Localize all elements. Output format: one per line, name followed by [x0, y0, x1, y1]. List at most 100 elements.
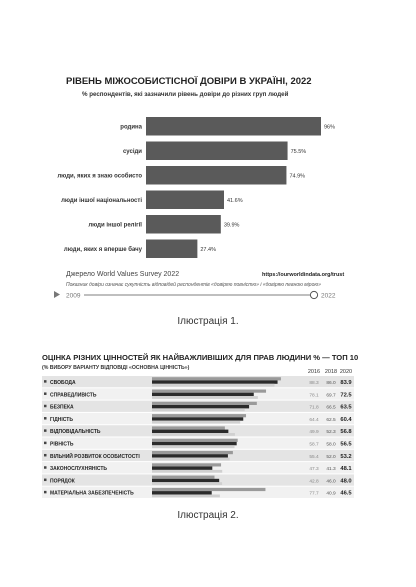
value-label-2016: 58.7	[309, 441, 319, 447]
bullet-icon	[44, 404, 47, 408]
bar-2020	[152, 396, 258, 399]
category-label: люди іншої національності	[61, 198, 142, 204]
category-label: сусіди	[123, 149, 142, 155]
site-link[interactable]: https://ourworldindata.org/trust	[262, 272, 344, 278]
bar-2018	[152, 466, 213, 470]
category-label: СВОБОДА	[50, 380, 76, 386]
category-label: МАТЕРІАЛЬНА ЗАБЕЗПЕЧЕНІСТЬ	[50, 491, 134, 497]
bar-2018	[152, 405, 250, 409]
value-label-2020: 63.5	[340, 405, 352, 411]
bar-2020	[152, 445, 235, 449]
bar-2018	[152, 478, 220, 483]
value-label-2020: 60.4	[340, 417, 352, 423]
category-label: ВІЛЬНИЙ РОЗВИТОК ОСОБИСТОСТІ	[50, 452, 140, 460]
value-label-2016: 49.9	[309, 429, 319, 435]
category-label: СПРАВЕДЛИВІСТЬ	[50, 392, 97, 398]
bullet-icon	[44, 466, 47, 469]
bar-2018	[152, 392, 254, 397]
value-label-2020: 48.0	[340, 478, 351, 484]
year-header: 2020	[340, 369, 352, 375]
value-label-2020: 72.5	[340, 392, 352, 398]
value-label-2016: 71.8	[309, 405, 319, 411]
value-label: 75.5%	[291, 149, 307, 155]
value-label-2018: 40.9	[326, 491, 336, 497]
category-label: РІВНІСТЬ	[50, 441, 74, 447]
chart2-subtitle: (% ВИБОРУ ВАРІАНТУ ВІДПОВІДІ «ОСНОВНА ЦІ…	[42, 365, 190, 371]
value-label-2020: 53.2	[340, 454, 351, 460]
value-label-2016: 77.7	[309, 491, 319, 497]
bar-2018	[152, 417, 244, 421]
chart2-title: ОЦІНКА РІЗНИХ ЦІННОСТЕЙ ЯК НАЙВАЖЛИВІШИХ…	[42, 353, 358, 362]
bar-2020	[152, 433, 235, 436]
value-label-2016: 47.3	[309, 466, 319, 472]
value-label-2018: 52.0	[326, 454, 336, 460]
value-label-2020: 56.5	[340, 441, 352, 447]
value-label-2018: 58.0	[326, 441, 336, 447]
category-label: люди, яких я вперше бачу	[64, 246, 143, 253]
bullet-icon	[44, 453, 47, 457]
value-label-2018: 86.0	[326, 380, 336, 386]
timeline-end: 2022	[321, 293, 336, 300]
bar	[146, 141, 288, 160]
bar-2018	[152, 429, 229, 433]
value-label-2018: 62.5	[326, 417, 336, 423]
chart1-title: РІВЕНЬ МІЖОСОБИСТІСНОЇ ДОВІРИ В УКРАЇНІ,…	[66, 76, 312, 87]
bullet-icon	[44, 478, 47, 482]
bullet-icon	[44, 429, 47, 432]
bar	[146, 190, 224, 209]
bullet-icon	[44, 417, 47, 420]
category-label: БЕЗПЕКА	[50, 405, 74, 411]
bar-2016	[152, 463, 222, 467]
value-label: 39.9%	[224, 222, 240, 228]
bar-2020	[152, 408, 245, 412]
trust-chart: РІВЕНЬ МІЖОСОБИСТІСНОЇ ДОВІРИ В УКРАЇНІ,…	[54, 76, 344, 300]
caption-2: Ілюстрація 2.	[177, 510, 239, 521]
value-label-2016: 78.1	[309, 392, 319, 398]
year-header: 2016	[308, 369, 320, 375]
bar-2016	[152, 414, 247, 418]
figure-2: ОЦІНКА РІЗНИХ ЦІННОСТЕЙ ЯК НАЙВАЖЛИВІШИХ…	[0, 345, 416, 582]
bar-2018	[152, 491, 212, 495]
bar-2020	[152, 420, 241, 424]
bar-2016	[152, 426, 225, 430]
value-label: 96%	[324, 124, 335, 130]
bar-2018	[152, 380, 278, 384]
category-label: ВІДПОВІДАЛЬНІСТЬ	[50, 429, 101, 435]
value-label: 41.6%	[227, 198, 243, 204]
category-label: ГІДНІСТЬ	[50, 417, 73, 423]
bullet-icon	[44, 392, 47, 395]
caption-1: Ілюстрація 1.	[177, 316, 239, 327]
value-label-2018: 52.3	[326, 429, 336, 435]
value-label-2020: 48.1	[340, 466, 352, 472]
bar-2020	[152, 383, 275, 387]
category-label: люди, яких я знаю особисто	[57, 172, 142, 179]
category-label: ПОРЯДОК	[50, 478, 76, 484]
value-label-2016: 55.4	[309, 454, 319, 460]
category-label: люди іншої релігії	[88, 222, 142, 228]
bullet-icon	[44, 380, 47, 383]
value-label-2016: 88.3	[309, 380, 319, 386]
source-text: Джерело World Values Survey 2022	[66, 271, 179, 278]
bar-2020	[152, 494, 220, 498]
timeline-start: 2009	[66, 293, 81, 300]
category-label: ЗАКОНОСЛУХНЯНІСТЬ	[50, 466, 107, 472]
value-label-2018: 41.3	[326, 466, 336, 472]
bar-2016	[152, 451, 233, 455]
bar-2018	[152, 454, 228, 458]
bar-2016	[152, 438, 238, 442]
timeline-handle[interactable]	[309, 290, 319, 300]
bar-2016	[152, 475, 215, 479]
value-label: 74.9%	[289, 173, 305, 179]
bar-2016	[152, 389, 267, 393]
value-label-2020: 83.9	[340, 380, 352, 386]
value-label-2020: 56.8	[340, 429, 352, 435]
bar	[146, 215, 221, 234]
bar-2016	[152, 487, 266, 492]
bar	[146, 117, 321, 136]
play-icon[interactable]	[54, 291, 60, 298]
note-text: Показник довіри означає сукупність відпо…	[66, 281, 321, 288]
bar	[146, 166, 287, 185]
year-header: 2018	[325, 369, 337, 375]
value-label: 27.4%	[200, 247, 216, 253]
value-label-2018: 46.0	[326, 478, 336, 484]
